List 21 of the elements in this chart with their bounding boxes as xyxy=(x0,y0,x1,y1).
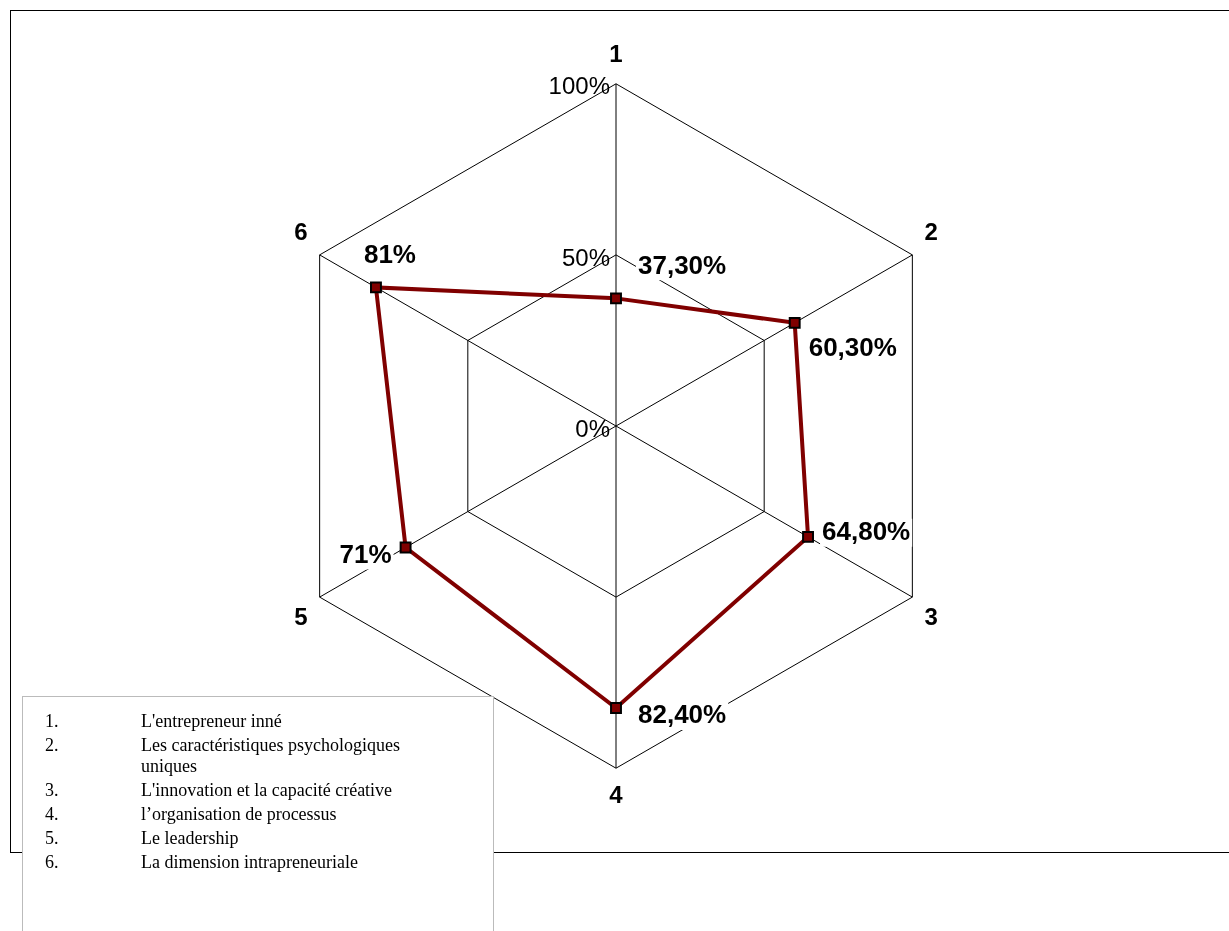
spoke-label: 2 xyxy=(924,218,938,246)
text: 3. L'innovation et la capacité créative xyxy=(45,780,393,800)
data-label: 37,30% xyxy=(638,249,727,280)
data-label: 82,40% xyxy=(638,699,727,730)
text: 1. L'entrepreneur inné xyxy=(45,711,282,731)
y-tick-label: 100% xyxy=(548,72,610,100)
text: 5. Le leadership xyxy=(45,828,239,848)
data-label: 71% xyxy=(339,538,392,569)
spoke-label: 6 xyxy=(294,218,308,246)
data-label: 60,30% xyxy=(808,332,897,362)
spoke-label: 1 xyxy=(609,40,623,68)
spoke-label: 5 xyxy=(294,603,308,631)
text: 2. Les caractéristiques psychologiques uniques xyxy=(45,735,400,776)
text: 4. l’organisation de processus xyxy=(45,804,337,824)
data-label: 81% xyxy=(363,238,416,269)
data-label: 64,80% xyxy=(822,516,911,547)
y-tick-label: 50% xyxy=(561,243,610,271)
text: 6. La dimension intrapreneuriale xyxy=(45,852,358,872)
spoke-label: 4 xyxy=(609,781,624,809)
spoke-label: 3 xyxy=(924,603,938,631)
y-tick-label: 0% xyxy=(575,414,610,442)
